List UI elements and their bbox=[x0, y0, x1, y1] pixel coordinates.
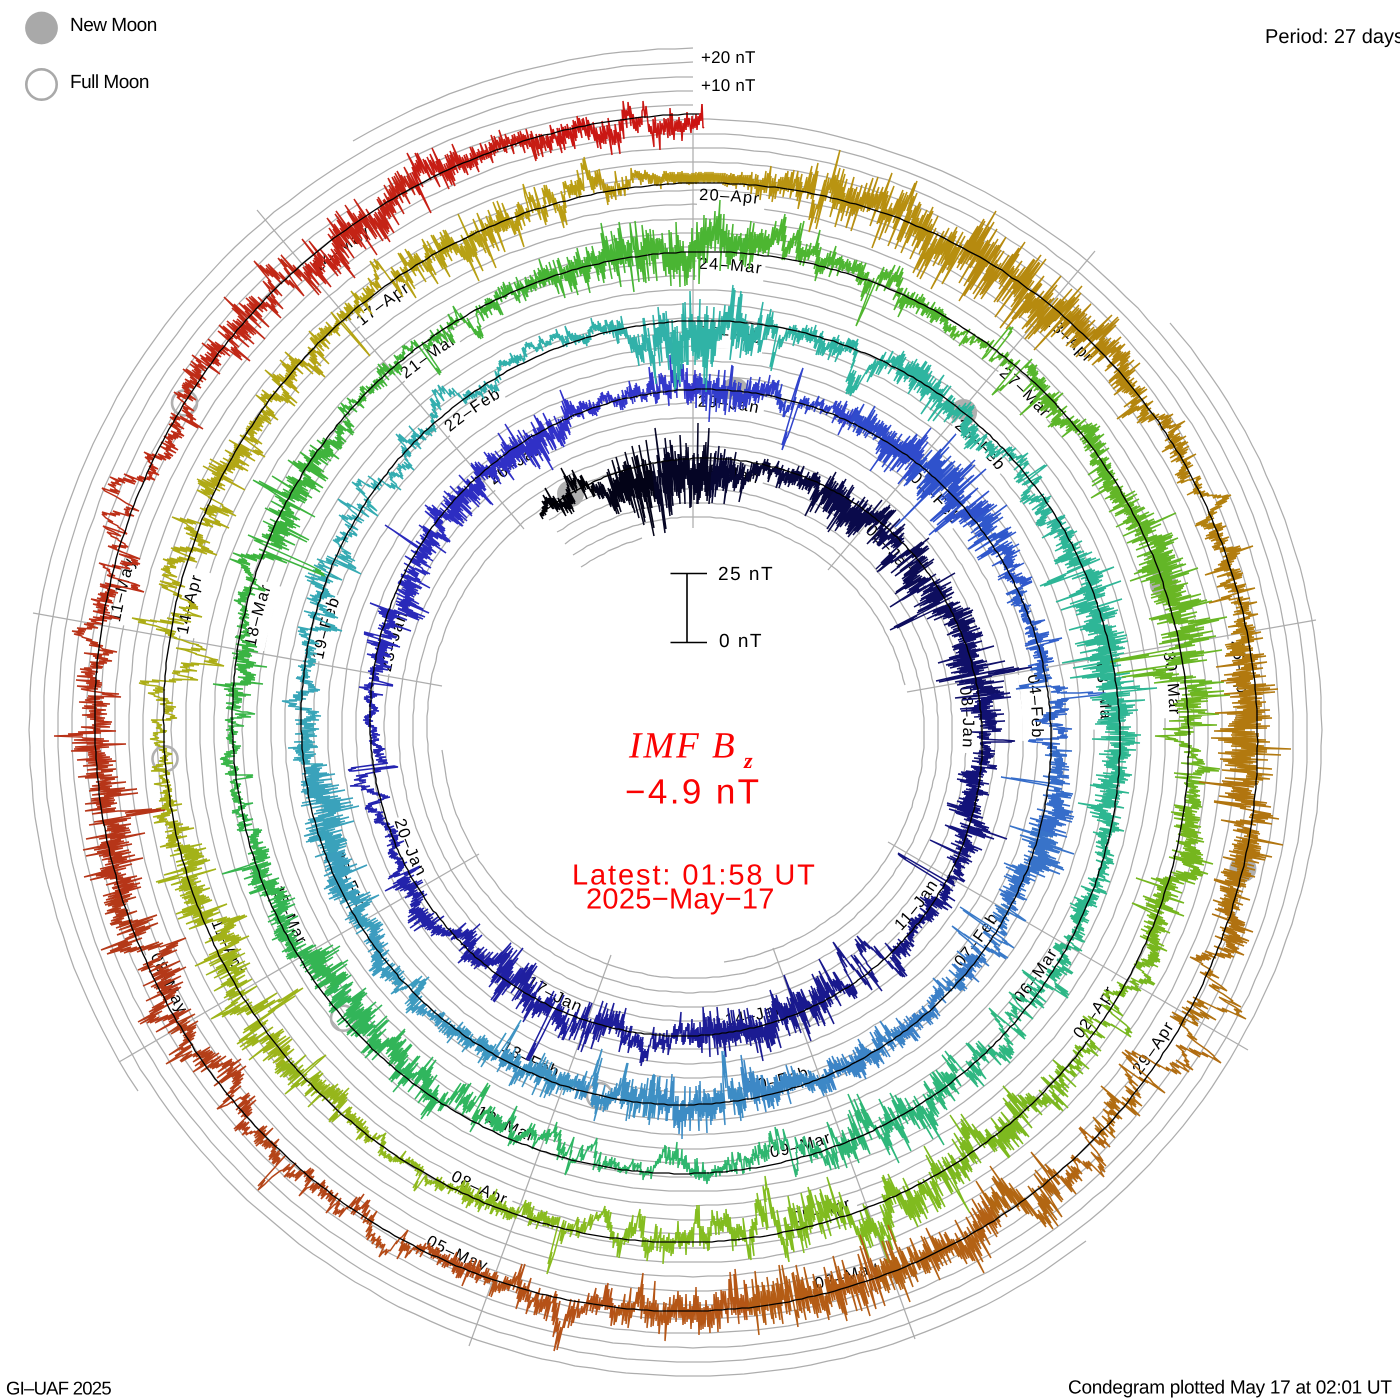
svg-text:Period: 27 days: Period: 27 days bbox=[1265, 26, 1400, 48]
svg-text:z: z bbox=[743, 748, 753, 773]
svg-text:Full Moon: Full Moon bbox=[70, 72, 149, 93]
svg-text:IMF B: IMF B bbox=[628, 726, 737, 767]
svg-text:0 nT: 0 nT bbox=[719, 631, 763, 652]
svg-text:04–Feb: 04–Feb bbox=[1024, 673, 1046, 739]
svg-text:Condegram plotted May 17 at 02: Condegram plotted May 17 at 02:01 UT bbox=[1068, 1378, 1392, 1399]
svg-text:Latest: 01:58 UT: Latest: 01:58 UT bbox=[572, 860, 817, 892]
svg-text:08–Jan: 08–Jan bbox=[956, 685, 977, 749]
svg-text:+20 nT: +20 nT bbox=[701, 48, 756, 67]
svg-text:+10 nT: +10 nT bbox=[701, 76, 756, 95]
svg-text:20–Apr: 20–Apr bbox=[699, 186, 761, 208]
svg-text:25 nT: 25 nT bbox=[718, 564, 774, 585]
svg-text:−4.9 nT: −4.9 nT bbox=[625, 773, 761, 812]
svg-text:GI–UAF 2025: GI–UAF 2025 bbox=[6, 1378, 111, 1399]
svg-text:New Moon: New Moon bbox=[70, 15, 157, 36]
svg-text:2025−May−17: 2025−May−17 bbox=[586, 884, 775, 916]
